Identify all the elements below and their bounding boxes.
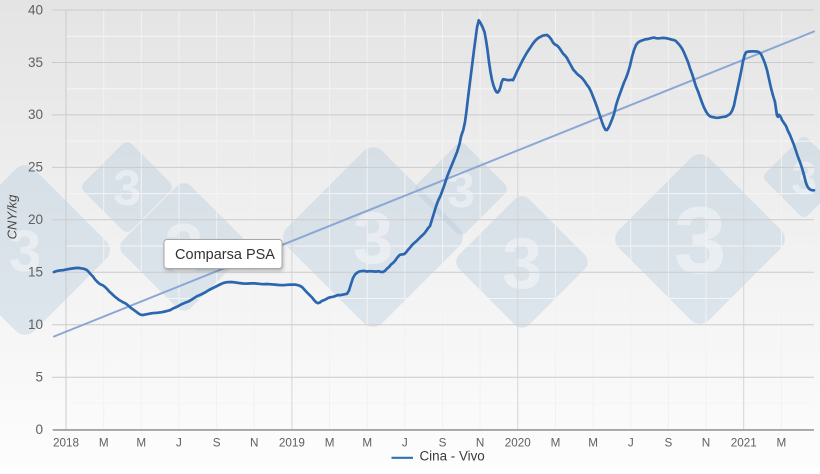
svg-text:35: 35	[28, 55, 43, 70]
svg-text:2018: 2018	[53, 437, 79, 450]
svg-text:S: S	[439, 437, 447, 450]
svg-text:20: 20	[28, 212, 43, 227]
svg-text:J: J	[176, 437, 182, 450]
svg-text:3: 3	[353, 198, 394, 279]
svg-text:J: J	[402, 437, 408, 450]
svg-text:Comparsa PSA: Comparsa PSA	[175, 247, 275, 263]
svg-text:3: 3	[113, 160, 141, 216]
svg-text:M: M	[551, 437, 561, 450]
svg-text:M: M	[136, 437, 146, 450]
svg-text:10: 10	[28, 317, 43, 332]
svg-text:S: S	[665, 437, 673, 450]
svg-text:N: N	[476, 437, 484, 450]
svg-text:2021: 2021	[731, 437, 757, 450]
svg-text:3: 3	[502, 224, 542, 304]
svg-text:3: 3	[9, 219, 41, 284]
svg-text:3: 3	[447, 162, 475, 218]
svg-text:J: J	[628, 437, 634, 450]
svg-text:M: M	[325, 437, 335, 450]
svg-text:Cina - Vivo: Cina - Vivo	[420, 448, 485, 463]
svg-text:M: M	[777, 437, 787, 450]
svg-text:S: S	[213, 437, 221, 450]
svg-text:5: 5	[35, 370, 43, 385]
svg-text:N: N	[702, 437, 710, 450]
svg-text:2020: 2020	[505, 437, 532, 450]
svg-text:30: 30	[28, 107, 43, 122]
svg-text:M: M	[99, 437, 109, 450]
svg-text:N: N	[250, 437, 258, 450]
svg-text:15: 15	[28, 265, 43, 280]
svg-text:2019: 2019	[279, 437, 305, 450]
svg-text:CNY/kg: CNY/kg	[5, 194, 20, 240]
svg-text:25: 25	[28, 160, 43, 175]
svg-text:40: 40	[28, 2, 43, 17]
svg-text:M: M	[588, 437, 598, 450]
svg-text:3: 3	[674, 188, 727, 294]
svg-text:M: M	[362, 437, 372, 450]
svg-text:0: 0	[35, 422, 43, 437]
